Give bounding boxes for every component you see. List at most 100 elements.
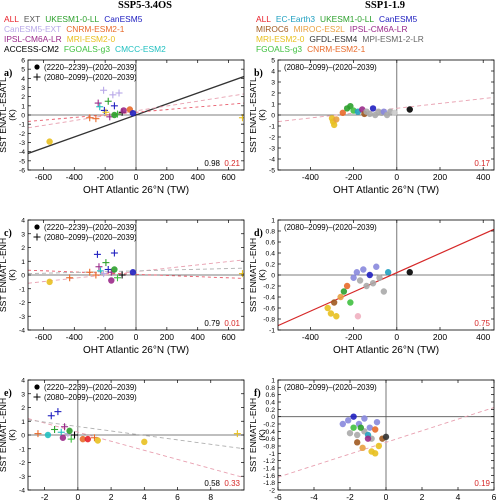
legend-model-entry: IPSL-CM6A-LR — [4, 34, 62, 44]
data-point-plus — [110, 249, 118, 257]
panel-label: c) — [4, 228, 12, 239]
x-axis-label: OHT Atlantic 26°N (TW) — [333, 345, 439, 356]
legend-left-row: CanESM5-EXT CNRM-ESM2-1 — [4, 24, 171, 34]
data-point-dot — [108, 277, 115, 284]
data-point-dot — [347, 299, 354, 306]
data-point-dot — [333, 116, 340, 123]
y-tick-label: -1.2 — [263, 458, 275, 465]
data-point-dot — [46, 278, 53, 286]
y-tick-label: 4 — [21, 76, 25, 83]
data-point-dot — [369, 105, 377, 112]
data-point-plus — [102, 259, 110, 267]
y-tick-label: -0.4 — [263, 295, 275, 302]
data-point-dot — [340, 288, 348, 295]
data-point-dot — [66, 427, 73, 435]
data-point-dot — [120, 107, 127, 114]
y-tick-label: -2 — [19, 460, 25, 467]
y-tick-label: 1 — [21, 419, 25, 426]
x-axis-label: OHT Atlantic 26°N (TW) — [83, 185, 189, 196]
data-point-plus — [47, 412, 55, 420]
section-title-left: SSP5-3.4OS — [118, 0, 172, 11]
panel-label: f) — [254, 388, 261, 399]
data-point-plus — [86, 268, 94, 276]
y-tick-label: 0.2 — [266, 407, 276, 414]
data-point-dot — [350, 413, 357, 420]
legend-model-entry: ALL — [4, 14, 19, 24]
y-tick-label: 0.6 — [266, 240, 276, 247]
legend-marker-dot — [34, 64, 40, 70]
legend-model-entry: FGOALS-g3 — [256, 44, 303, 54]
y-tick-label: -0.6 — [263, 436, 275, 443]
x-tick-label: 400 — [476, 332, 490, 342]
panel-c: -600 -400 -200 0 200 400 600 -4 -3 -2 -1 0 1 2 3 4 c) (22… — [0, 218, 245, 356]
legend-left-row: ALL EXT UKESM1-0-LL CanESM5 — [4, 14, 171, 24]
legend-model-entry: MRI-ESM2-0 — [256, 34, 305, 44]
legend-model-entry: MIROC-ES2L — [293, 24, 345, 34]
legend-marker-dot — [34, 224, 40, 230]
y-tick-label: 4 — [21, 378, 25, 385]
y-tick-label: -1 — [19, 122, 25, 129]
legend-model-entry: GFDL-ESM4 — [309, 34, 358, 44]
data-point-dot — [406, 106, 413, 113]
data-point-dot — [330, 121, 338, 129]
y-tick-label: -0.4 — [263, 429, 275, 436]
data-point-plus — [86, 114, 94, 122]
y-axis-label: SST ENMATL-ENH — [0, 238, 8, 312]
panel-legend-label: (2080–2099)–(2020–2039) — [284, 63, 377, 72]
data-point-plus — [54, 408, 62, 416]
data-point-plus — [96, 103, 104, 111]
y-tick-label: -6 — [19, 168, 25, 175]
regression-line-black — [28, 75, 244, 155]
y-tick-label: -1.8 — [263, 480, 275, 487]
y-axis-unit: (K) — [257, 429, 267, 441]
legend-right-row: MIROC6 MIROC-ES2L IPSL-CM6A-LR — [256, 24, 429, 34]
data-point-dot — [354, 439, 361, 446]
data-point-dot — [372, 426, 379, 433]
stat-red: 0.75 — [474, 319, 490, 328]
legend-model-entry: MRI-ESM2-0 — [66, 34, 116, 44]
data-point-plus — [100, 270, 108, 278]
data-point-dot — [384, 269, 392, 276]
y-tick-label: 3 — [21, 391, 25, 398]
data-point-plus — [34, 430, 42, 438]
x-tick-label: -200 — [345, 172, 362, 182]
x-tick-label: 0 — [394, 332, 399, 342]
y-tick-label: 0.6 — [266, 392, 276, 399]
data-point-dot — [111, 266, 118, 273]
x-tick-label: -600 — [35, 172, 52, 182]
y-tick-label: -0.6 — [263, 306, 275, 313]
data-point-plus — [71, 431, 79, 439]
data-point-plus — [104, 97, 112, 105]
y-tick-label: -3 — [19, 314, 25, 321]
x-tick-label: -600 — [35, 332, 52, 342]
y-axis-unit: (K) — [7, 429, 17, 441]
panel-legend-label: (2080–2099)–(2020–2039) — [44, 393, 137, 402]
legend-model-entry: CNRM-ESM2-1 — [66, 24, 125, 34]
y-tick-label: -0.8 — [263, 444, 275, 451]
y-tick-label: 0 — [21, 273, 25, 280]
panel-legend-label: (2220–2239)–(2020–2039) — [44, 63, 137, 72]
x-tick-label: 0 — [75, 492, 80, 502]
y-axis-unit: (K) — [257, 269, 267, 281]
data-point-dot — [356, 277, 364, 284]
y-axis-unit: (K) — [7, 109, 17, 121]
data-point-dot — [372, 450, 379, 457]
y-tick-label: 0.4 — [266, 251, 276, 258]
y-tick-label: 0.8 — [266, 229, 276, 236]
y-tick-label: 4 — [271, 69, 275, 76]
legend-model-entry: CanESM5 — [379, 14, 418, 24]
y-tick-label: -2 — [269, 488, 275, 495]
regression-line-pinkdash — [28, 93, 244, 129]
y-axis-unit: (K) — [7, 269, 17, 281]
data-point-dot — [333, 313, 340, 320]
stat-black: 0.79 — [204, 319, 220, 328]
regression-line-red — [278, 228, 494, 327]
y-tick-label: 1 — [271, 102, 275, 109]
y-tick-label: -3 — [19, 474, 25, 481]
legend-model-entry: EC-Earth3 — [275, 14, 316, 24]
panel-legend-label: (2080–2099)–(2020–2039) — [284, 223, 377, 232]
data-point-dot — [354, 313, 362, 320]
section-title-right: SSP1-1.9 — [365, 0, 405, 11]
data-point-dot — [354, 431, 361, 439]
panel-legend-label: (2080–2099)–(2020–2039) — [44, 233, 137, 242]
